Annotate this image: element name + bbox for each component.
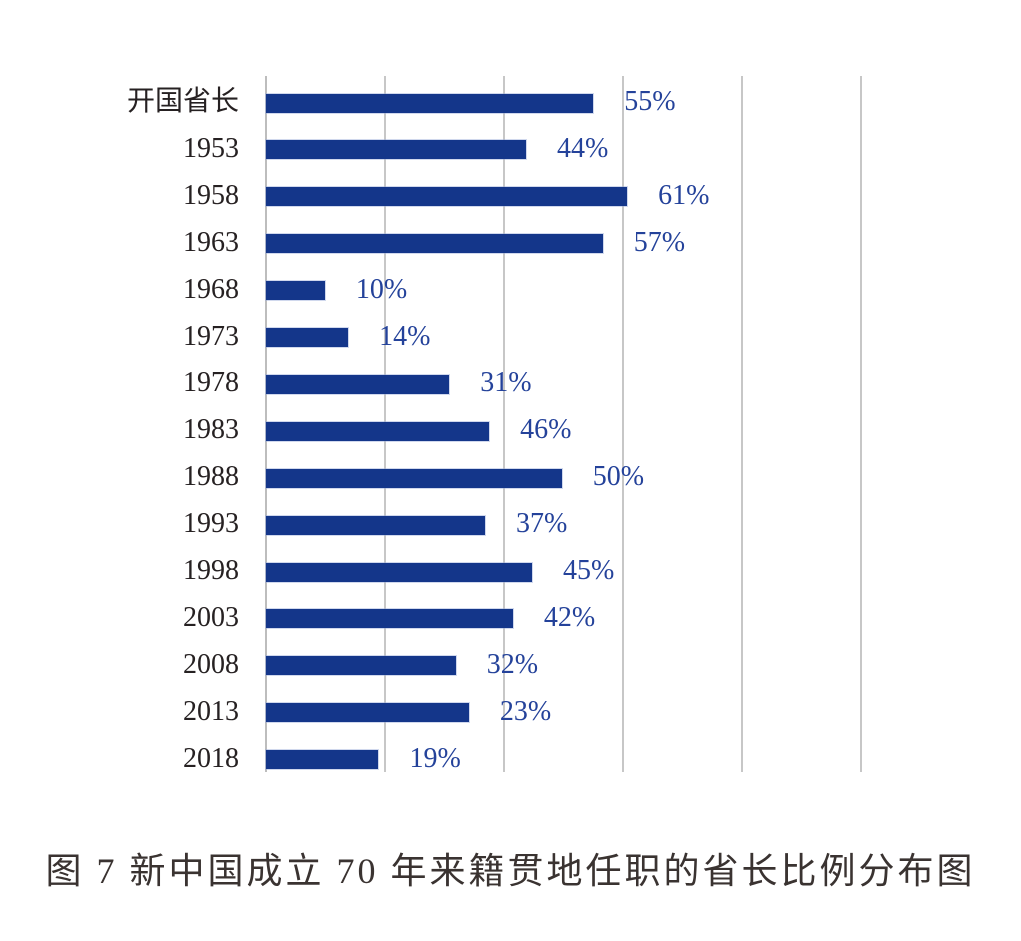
bar	[266, 374, 450, 394]
data-label: 42%	[543, 601, 596, 633]
category-label: 1988	[183, 461, 239, 493]
category-label: 1983	[183, 414, 239, 446]
category-label: 1963	[183, 226, 239, 258]
data-label: 55%	[624, 86, 676, 117]
gridline	[503, 76, 505, 772]
category-label: 2008	[183, 648, 239, 680]
data-label: 45%	[562, 555, 615, 586]
data-label: 19%	[409, 742, 461, 774]
category-label: 1973	[183, 320, 239, 352]
data-label: 57%	[633, 226, 686, 258]
bar	[266, 750, 379, 770]
data-label: 10%	[355, 273, 408, 305]
data-label: 14%	[379, 320, 431, 352]
bar	[266, 656, 456, 676]
data-label: 46%	[520, 414, 572, 446]
category-label: 1953	[183, 132, 239, 164]
gridline	[622, 76, 624, 772]
bar	[266, 93, 594, 113]
bar	[266, 703, 469, 723]
bar	[266, 140, 526, 160]
bar	[266, 187, 628, 207]
bar	[266, 562, 532, 582]
data-label: 61%	[658, 179, 710, 211]
category-label: 1968	[183, 273, 239, 305]
bar	[266, 328, 349, 347]
data-label: 44%	[557, 132, 609, 164]
category-label: 1978	[183, 367, 239, 399]
data-label: 31%	[480, 367, 532, 399]
data-label: 50%	[592, 461, 645, 493]
bar	[266, 468, 562, 488]
gridline	[741, 76, 743, 772]
category-label: 1993	[183, 508, 239, 540]
category-label: 2013	[183, 695, 239, 727]
bar	[266, 515, 485, 535]
data-label: 23%	[499, 695, 552, 727]
gridline	[860, 76, 862, 772]
category-label: 2003	[183, 601, 239, 633]
category-label: 1998	[183, 555, 239, 586]
data-label: 32%	[486, 648, 539, 680]
category-label: 开国省长	[126, 86, 239, 117]
category-label: 2018	[183, 742, 239, 774]
bar	[266, 421, 490, 441]
bar	[266, 234, 603, 254]
data-label: 37%	[515, 508, 568, 540]
category-label: 1958	[183, 179, 239, 211]
bar	[266, 609, 513, 629]
bar	[266, 281, 325, 301]
figure-caption: 图 7 新中国成立 70 年来籍贯地任职的省长比例分布图	[45, 851, 976, 891]
